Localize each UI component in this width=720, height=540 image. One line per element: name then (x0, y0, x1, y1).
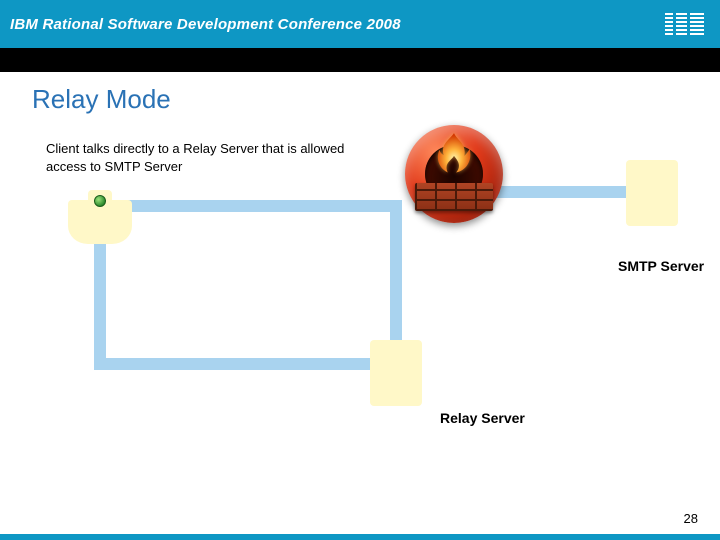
client-node (68, 190, 132, 244)
brick-wall-icon (415, 183, 493, 211)
firewall-node (405, 125, 503, 223)
pipe-client-down (94, 232, 106, 370)
relay-server-label: Relay Server (440, 410, 525, 426)
footer-bar (0, 534, 720, 540)
ibm-logo-icon (665, 13, 704, 35)
conference-title: IBM Rational Software Development Confer… (10, 16, 401, 33)
pipe-client-right (124, 200, 402, 212)
page-subtitle: Client talks directly to a Relay Server … (46, 140, 346, 175)
pipe-relay-up (390, 200, 402, 352)
pipe-to-relay (94, 358, 380, 370)
network-diagram: Relay Server SMTP Server (0, 0, 720, 540)
page-title: Relay Mode (32, 84, 171, 115)
relay-server-node (370, 340, 422, 406)
smtp-server-node (626, 160, 678, 226)
flame-icon (433, 131, 475, 185)
pipe-fw-to-smtp (492, 186, 634, 198)
page-number: 28 (684, 511, 698, 526)
header-bar: IBM Rational Software Development Confer… (0, 0, 720, 48)
smtp-server-label: SMTP Server (618, 258, 704, 274)
eye-icon (94, 195, 106, 207)
slide: IBM Rational Software Development Confer… (0, 0, 720, 540)
header-subbar (0, 48, 720, 72)
